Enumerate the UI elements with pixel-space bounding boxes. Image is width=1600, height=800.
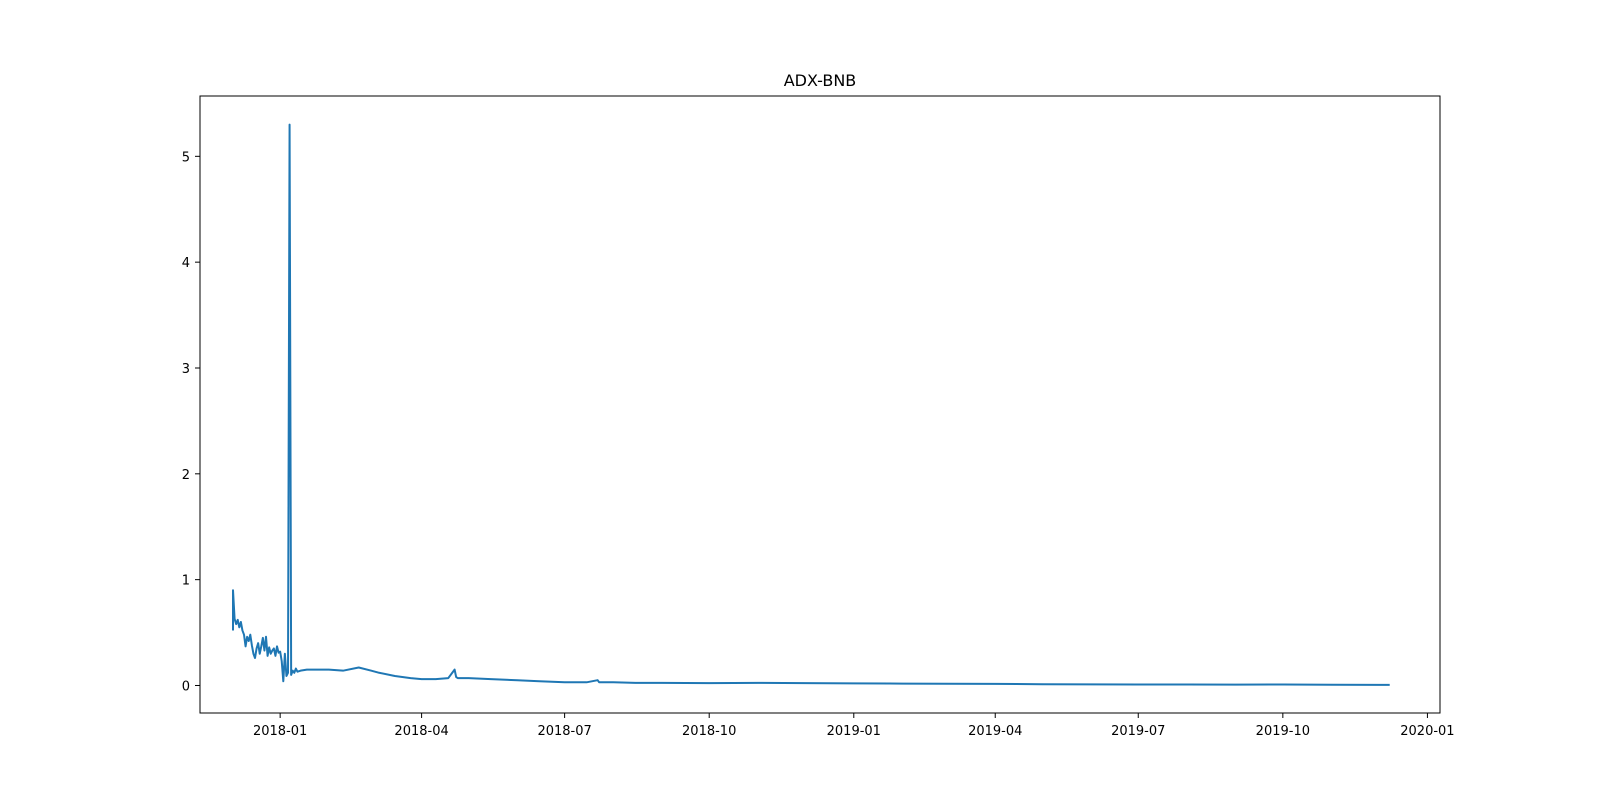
plot-area: [232, 123, 1390, 686]
axes-frame: [199, 95, 1441, 714]
x-axis: 2018-01 2018-04 2018-07 2018-10 2019-01 2019-…: [253, 713, 1455, 739]
y-tick-label: 2: [182, 468, 190, 483]
x-tick-label: 2018-10: [682, 724, 736, 739]
x-tick-label: 2019-04: [968, 724, 1022, 739]
y-tick-label: 5: [182, 150, 190, 165]
x-tick-label: 2019-10: [1256, 724, 1310, 739]
y-tick-label: 0: [182, 679, 190, 694]
x-tick-label: 2019-01: [827, 724, 881, 739]
y-tick-label: 3: [182, 362, 190, 377]
series-line-0: [232, 123, 1390, 686]
x-tick-label: 2018-07: [537, 724, 591, 739]
x-tick-label: 2019-07: [1111, 724, 1165, 739]
x-tick-label: 2020-01: [1400, 724, 1454, 739]
y-axis: 0 1 2 3 4 5: [182, 150, 200, 694]
y-tick-label: 1: [182, 574, 190, 589]
y-tick-label: 4: [182, 256, 190, 271]
x-tick-label: 2018-01: [253, 724, 307, 739]
x-tick-label: 2018-04: [394, 724, 448, 739]
chart-title: ADX-BNB: [784, 71, 857, 90]
